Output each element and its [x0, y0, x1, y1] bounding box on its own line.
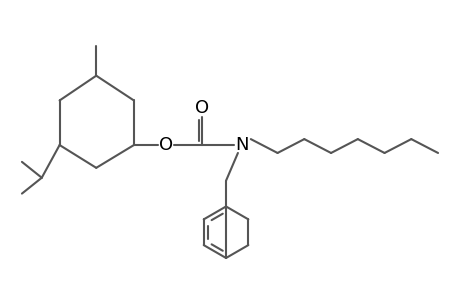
- Text: O: O: [158, 136, 172, 154]
- Text: O: O: [195, 99, 209, 117]
- Text: N: N: [235, 136, 248, 154]
